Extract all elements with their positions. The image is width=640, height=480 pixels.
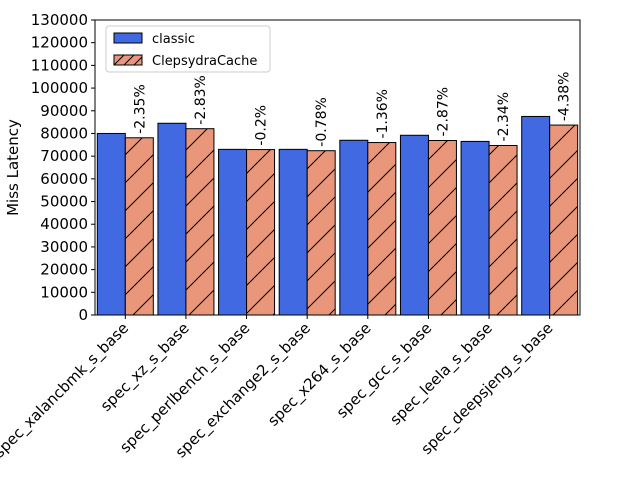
annotation-label: -2.34% [496,92,512,142]
y-tick-label: 100000 [31,79,88,97]
y-tick-label: 90000 [40,102,88,120]
bar-hatch-spec_x264_s_base [367,142,396,315]
y-axis-ticks: 0 10000 20000 30000 40000 50000 60000 70000 8000… [31,11,95,324]
bar-annotations: -2.35% -2.83% -0.2% -0.78% -1.36% -2.87% -2.34… [132,72,572,147]
annotation-label: -0.78% [314,97,330,147]
bar-classic-spec_leela_s_base [460,140,490,316]
annotation-label: -2.83% [193,75,209,125]
bar-classic-spec_x264_s_base [339,139,369,316]
plot-area-frame [94,19,581,316]
annotation-label: -2.87% [435,87,451,137]
bar-hatch-spec_perlbench_s_base [246,149,275,315]
y-tick-label: 20000 [40,261,88,279]
y-tick-label: 110000 [31,56,88,74]
annotation-label: -1.36% [375,89,391,139]
y-tick-label: 120000 [31,34,88,52]
bar-hatch-spec_exchange2_s_base [307,150,336,315]
legend-swatch-classic [113,32,143,44]
annotation-label: -4.38% [557,72,573,122]
legend-frame [105,25,271,73]
bar-classic-spec_xz_s_base [157,122,187,316]
y-tick-label: 30000 [40,238,88,256]
legend-swatch-hatch [113,54,143,66]
legend-swatch-clepsydracache [113,54,143,66]
bar-hatch-spec_xalancbmk_s_base [125,137,154,315]
bar-hatch-spec_leela_s_base [489,145,518,315]
y-axis-label: Miss Latency [4,119,22,216]
bar-classic-spec_exchange2_s_base [278,148,308,316]
bar-hatch-spec_deepsjeng_s_base [549,125,578,315]
bar-hatch-spec_xz_s_base [185,128,214,315]
bar-classic-spec_xalancbmk_s_base [96,132,126,316]
x-tick-label: spec_leela_s_base [386,319,496,429]
bar-hatch-spec_gcc_s_base [428,140,457,315]
bar-classic-spec_perlbench_s_base [218,148,248,316]
y-tick-label: 70000 [40,147,88,165]
y-tick-label: 130000 [31,11,88,29]
y-tick-label: 80000 [40,124,88,142]
y-tick-label: 40000 [40,215,88,233]
y-tick-label: 10000 [40,283,88,301]
annotation-label: -2.35% [132,84,148,134]
y-tick-label: 50000 [40,193,88,211]
x-axis-ticks: spec_xalancbmk_s_basespec_xz_s_basespec_… [0,315,557,462]
x-tick-label: spec_x264_s_base [264,319,375,430]
bars [96,115,579,316]
legend-label-clepsydracache: ClepsydraCache [152,54,257,69]
y-tick-label: 60000 [40,170,88,188]
bar-classic-spec_deepsjeng_s_base [521,115,551,316]
legend: classic ClepsydraCache [105,25,271,73]
y-tick-label: 0 [78,306,88,324]
legend-label-classic: classic [152,32,195,47]
annotation-label: -0.2% [254,105,270,146]
bar-classic-spec_gcc_s_base [399,134,429,316]
